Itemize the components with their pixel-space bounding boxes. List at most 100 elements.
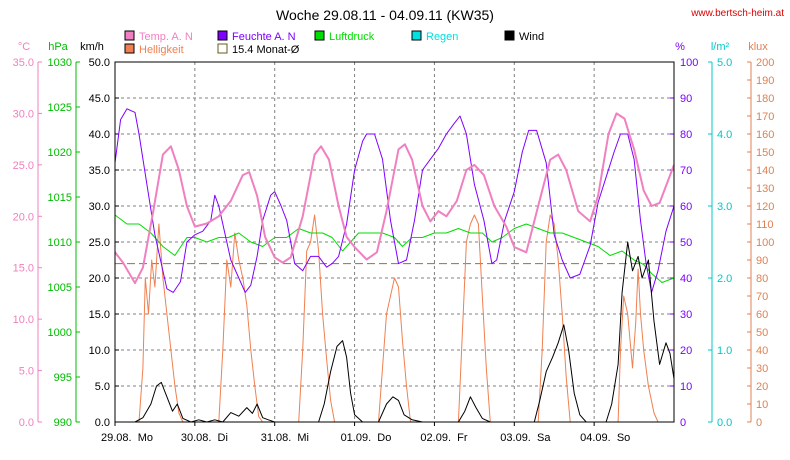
humidity-tick-label: 20 [680, 345, 692, 357]
light-tick-label: 200 [756, 57, 774, 69]
x-tick-label: 03.09. Sa [500, 432, 551, 444]
wind-unit-label: km/h [80, 41, 104, 53]
x-tick-label: 29.08. Mo [101, 432, 153, 444]
wind-tick-label: 0.0 [95, 417, 110, 429]
rain-tick-label: 5.0 [717, 57, 732, 69]
light-unit-label: klux [748, 41, 768, 53]
x-tick-label: 02.09. Fr [420, 432, 467, 444]
chart-title: Woche 29.08.11 - 04.09.11 (KW35) [276, 7, 494, 23]
humidity-tick-label: 100 [680, 57, 698, 69]
series-line-feuchte-a-n [114, 108, 675, 293]
legend-swatch [504, 30, 515, 41]
x-tick-label: 01.09. Do [341, 432, 392, 444]
pressure-tick-label: 1010 [48, 237, 72, 249]
light-tick-label: 20 [756, 381, 768, 393]
axes-layer: 0.0 5.0 10.0 15.0 20.0 25.0 30.0 35.0 °C 990 995 10… [13, 41, 775, 444]
humidity-tick-label: 70 [680, 165, 692, 177]
light-tick-label: 110 [756, 219, 774, 231]
series-line-wind [115, 241, 675, 423]
legend-label: Feuchte A. N [232, 31, 296, 43]
light-tick-label: 130 [756, 183, 774, 195]
rain-tick-label: 4.0 [717, 129, 732, 141]
rain-tick-label: 1.0 [717, 345, 732, 357]
light-tick-label: 140 [756, 165, 774, 177]
x-tick-label: 31.08. Mi [261, 432, 309, 444]
temp-tick-label: 15.0 [13, 263, 34, 275]
legend-swatch [217, 30, 228, 41]
light-tick-label: 160 [756, 129, 774, 141]
wind-tick-label: 5.0 [95, 381, 110, 393]
rain-tick-label: 2.0 [717, 273, 732, 285]
rain-tick-label: 0.0 [717, 417, 732, 429]
rain-unit-label: l/m² [711, 41, 730, 53]
temp-tick-label: 0.0 [19, 417, 34, 429]
frame-layer [114, 61, 675, 423]
humidity-tick-label: 30 [680, 309, 692, 321]
temp-tick-label: 10.0 [13, 314, 34, 326]
website-label[interactable]: www.bertsch-heim.at [690, 8, 784, 19]
wind-tick-label: 10.0 [89, 345, 110, 357]
light-tick-label: 90 [756, 255, 768, 267]
light-tick-label: 10 [756, 399, 768, 411]
plot-frame [114, 61, 675, 423]
temp-tick-label: 20.0 [13, 211, 34, 223]
legend-label: Temp. A. N [139, 31, 193, 43]
light-tick-label: 170 [756, 111, 774, 123]
light-tick-label: 150 [756, 147, 774, 159]
legend-label: 15.4 Monat-Ø [232, 44, 300, 56]
legend-label: Regen [426, 31, 458, 43]
temp-tick-label: 5.0 [19, 366, 34, 378]
x-tick-label: 04.09. So [580, 432, 630, 444]
wind-tick-label: 25.0 [89, 237, 110, 249]
pressure-tick-label: 995 [54, 372, 72, 384]
series-line-temp-a-n [114, 112, 675, 285]
light-tick-label: 30 [756, 363, 768, 375]
temp-tick-label: 35.0 [13, 57, 34, 69]
light-tick-label: 80 [756, 273, 768, 285]
wind-tick-label: 30.0 [89, 201, 110, 213]
light-tick-label: 40 [756, 345, 768, 357]
legend-swatch [124, 43, 135, 54]
legend-label: Helligkeit [139, 44, 184, 56]
pressure-tick-label: 1005 [48, 282, 72, 294]
pressure-tick-label: 1015 [48, 192, 72, 204]
pressure-unit-label: hPa [48, 41, 68, 53]
light-tick-label: 50 [756, 327, 768, 339]
light-tick-label: 180 [756, 93, 774, 105]
pressure-tick-label: 1000 [48, 327, 72, 339]
wind-tick-label: 15.0 [89, 309, 110, 321]
humidity-tick-label: 50 [680, 237, 692, 249]
light-tick-label: 120 [756, 201, 774, 213]
wind-tick-label: 20.0 [89, 273, 110, 285]
humidity-tick-label: 10 [680, 381, 692, 393]
x-tick-label: 30.08. Di [181, 432, 228, 444]
legend-layer: Temp. A. N Feuchte A. N Luftdruck Regen Wind… [124, 30, 544, 56]
light-tick-label: 70 [756, 291, 768, 303]
wind-tick-label: 45.0 [89, 93, 110, 105]
humidity-unit-label: % [675, 41, 685, 53]
wind-tick-label: 35.0 [89, 165, 110, 177]
pressure-tick-label: 1020 [48, 147, 72, 159]
temp-tick-label: 25.0 [13, 160, 34, 172]
pressure-tick-label: 990 [54, 417, 72, 429]
light-tick-label: 0 [756, 417, 762, 429]
temp-unit-label: °C [18, 41, 30, 53]
pressure-tick-label: 1025 [48, 102, 72, 114]
legend-swatch [217, 43, 228, 54]
humidity-tick-label: 0 [680, 417, 686, 429]
wind-tick-label: 40.0 [89, 129, 110, 141]
legend-swatch [314, 30, 325, 41]
temp-tick-label: 30.0 [13, 108, 34, 120]
rain-tick-label: 3.0 [717, 201, 732, 213]
legend-swatch [124, 30, 135, 41]
light-tick-label: 100 [756, 237, 774, 249]
humidity-tick-label: 60 [680, 201, 692, 213]
legend-label: Wind [519, 31, 544, 43]
humidity-tick-label: 90 [680, 93, 692, 105]
legend-swatch [411, 30, 422, 41]
series-line-luftdruck [114, 214, 675, 283]
pressure-tick-label: 1030 [48, 57, 72, 69]
wind-tick-label: 50.0 [89, 57, 110, 69]
humidity-tick-label: 80 [680, 129, 692, 141]
